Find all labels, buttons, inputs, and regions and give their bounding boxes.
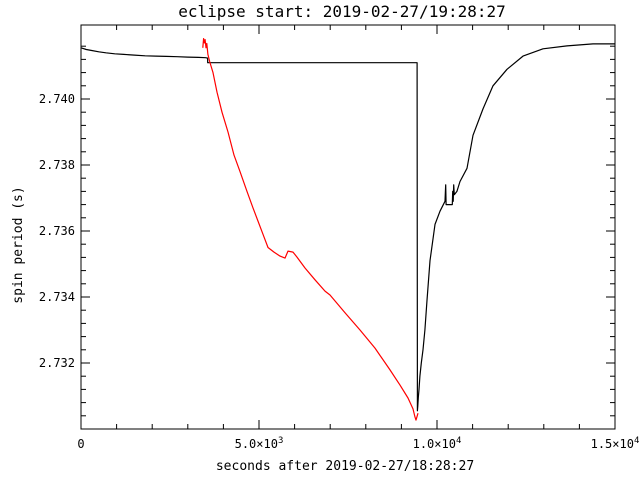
x-tick-label: 1.0×104 [413, 436, 462, 451]
y-tick-labels: 2.732 2.734 2.736 2.738 2.740 [39, 92, 75, 370]
data-series-layer [80, 37, 615, 421]
x-tick-label: 1.5×104 [591, 436, 640, 451]
x-axis-label: seconds after 2019-02-27/18:28:27 [216, 459, 474, 474]
axes-frame [80, 24, 616, 430]
y-axis-label: spin period (s) [11, 186, 26, 303]
x-tick-label: 5.0×103 [235, 436, 284, 451]
y-tick-label: 2.736 [39, 224, 75, 238]
series-spin-period-measured [80, 43, 615, 412]
y-tick-label: 2.732 [39, 356, 75, 370]
y-tick-label: 2.738 [39, 158, 75, 172]
y-tick-label: 2.740 [39, 92, 75, 106]
y-tick-label: 2.734 [39, 290, 75, 304]
x-tick-labels: 0 5.0×103 1.0×104 1.5×104 [77, 436, 639, 451]
series-eclipse-segment [202, 37, 419, 421]
x-tick-label: 0 [77, 437, 84, 451]
chart-title: eclipse start: 2019-02-27/19:28:27 [178, 2, 506, 21]
plot-box [80, 24, 616, 430]
